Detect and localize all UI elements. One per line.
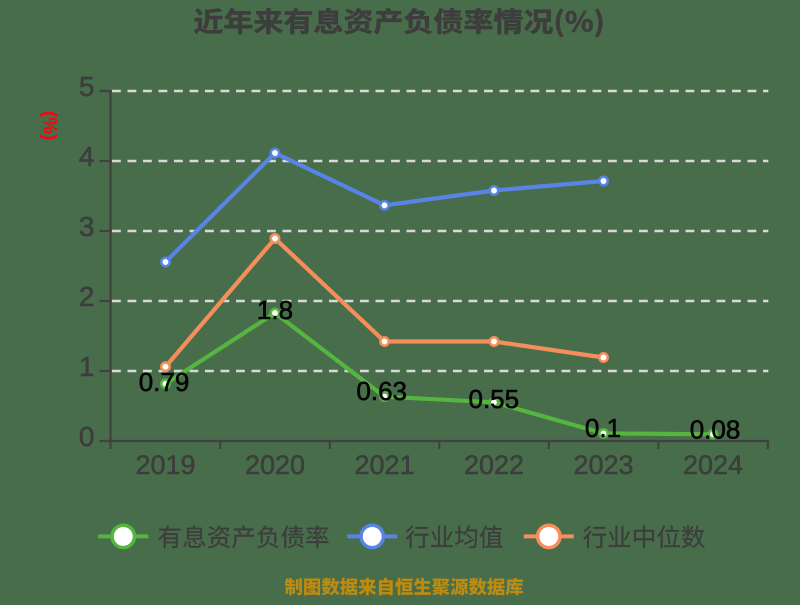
svg-text:2024: 2024 [683, 450, 743, 480]
svg-text:5: 5 [79, 71, 95, 102]
svg-text:1: 1 [79, 351, 95, 382]
svg-text:2021: 2021 [354, 450, 414, 480]
svg-text:0.79: 0.79 [139, 367, 190, 397]
svg-text:2022: 2022 [464, 450, 524, 480]
svg-text:0.08: 0.08 [690, 415, 741, 445]
svg-text:0.1: 0.1 [585, 413, 621, 443]
svg-text:3: 3 [79, 211, 95, 242]
svg-text:0.55: 0.55 [468, 384, 519, 414]
svg-text:(%): (%) [38, 111, 59, 141]
svg-text:2023: 2023 [573, 450, 633, 480]
svg-text:2019: 2019 [135, 450, 195, 480]
svg-text:4: 4 [79, 141, 95, 172]
svg-text:0: 0 [79, 421, 95, 452]
svg-text:2: 2 [79, 281, 95, 312]
svg-text:0.63: 0.63 [356, 376, 407, 406]
svg-text:1.8: 1.8 [257, 295, 293, 325]
svg-text:2020: 2020 [245, 450, 305, 480]
